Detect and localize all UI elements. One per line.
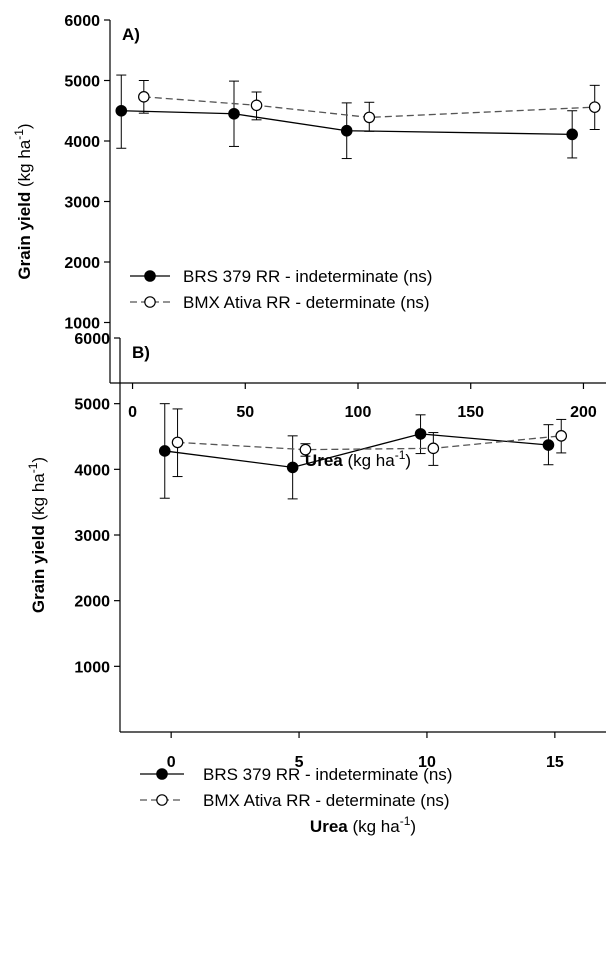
y-tick-label: 6000 — [74, 331, 110, 348]
data-point — [414, 428, 427, 440]
data-point — [555, 430, 568, 442]
data-point — [427, 442, 440, 455]
y-axis-title: Grain yield (kg ha-1) — [12, 123, 34, 279]
x-tick-label: 15 — [546, 754, 564, 771]
chart-panel-a: 1000 2000 3000 4000 5000 6000 0 50 100 150 200 A) Ur… — [12, 13, 606, 470]
x-tick-label: 150 — [457, 404, 484, 421]
y-axis-title: Grain yield (kg ha-1) — [26, 457, 48, 613]
x-tick-label: 100 — [345, 404, 372, 421]
x-tick-label: 0 — [128, 404, 137, 421]
data-point — [228, 107, 240, 120]
series-line — [143, 96, 595, 119]
y-tick-label: 4000 — [74, 462, 110, 479]
series-bmx-ativa-rr — [171, 408, 568, 478]
legend-marker — [156, 768, 168, 780]
data-point — [286, 461, 299, 474]
y-tick-label: 5000 — [74, 397, 110, 414]
x-axis-title: Urea (kg ha-1) — [310, 814, 416, 836]
panel-label: A) — [122, 25, 140, 44]
x-tick-label: 0 — [167, 754, 176, 771]
y-tick-label: 1000 — [74, 659, 110, 676]
legend-marker — [144, 270, 156, 282]
panel-label: B) — [132, 343, 150, 362]
y-tick-label: 5000 — [64, 74, 100, 91]
data-point — [138, 91, 150, 103]
legend-label: BRS 379 RR - indeterminate (ns) — [203, 765, 452, 784]
y-tick-label: 6000 — [64, 13, 100, 30]
data-point — [171, 436, 184, 449]
series-brs-379-rr — [158, 403, 555, 500]
data-point — [363, 111, 376, 124]
x-tick-label: 50 — [236, 404, 254, 421]
legend: BRS 379 RR - indeterminate (ns) BMX Ativa… — [140, 765, 452, 810]
y-tick-label: 3000 — [64, 195, 100, 212]
legend-label: BRS 379 RR - indeterminate (ns) — [183, 267, 432, 286]
data-point — [542, 439, 555, 451]
legend-marker — [144, 296, 156, 308]
y-tick-label: 2000 — [74, 594, 110, 611]
legend-label: BMX Ativa RR - determinate (ns) — [183, 293, 430, 312]
legend-label: BMX Ativa RR - determinate (ns) — [203, 791, 450, 810]
data-point — [588, 101, 601, 113]
series-line — [177, 435, 562, 451]
data-point — [250, 99, 263, 112]
x-tick-label: 10 — [418, 754, 436, 771]
series-bmx-ativa-rr — [138, 80, 601, 132]
data-point — [115, 104, 128, 117]
x-axis-title: Urea (kg ha-1) — [305, 448, 411, 470]
legend: BRS 379 RR - indeterminate (ns) BMX Ativa… — [130, 267, 432, 312]
data-point — [566, 128, 578, 141]
y-tick-label: 4000 — [64, 134, 100, 151]
y-tick-label: 2000 — [64, 255, 100, 272]
data-point — [299, 443, 312, 456]
y-tick-label: 3000 — [74, 528, 110, 545]
x-tick-label: 200 — [570, 404, 597, 421]
series-line — [121, 110, 573, 135]
legend-marker — [156, 794, 168, 806]
series-line — [164, 433, 549, 469]
data-point — [158, 445, 171, 457]
series-brs-379-rr — [115, 74, 578, 160]
data-point — [340, 124, 353, 137]
y-tick-label: 1000 — [64, 316, 100, 333]
x-tick-label: 5 — [295, 754, 304, 771]
